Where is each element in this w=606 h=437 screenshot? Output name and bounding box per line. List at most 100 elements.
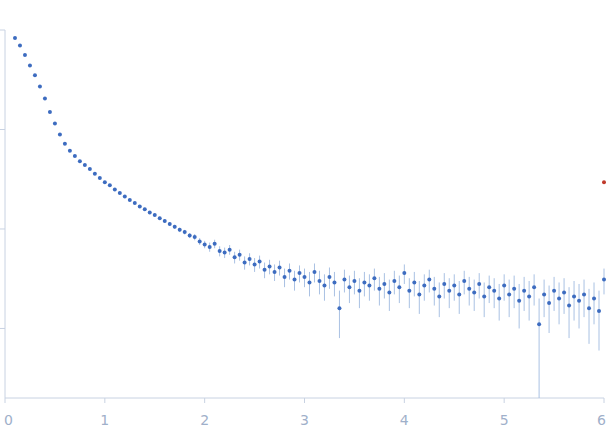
point <box>153 213 157 217</box>
point <box>53 121 57 125</box>
point <box>223 251 227 255</box>
x-tick-label: 5 <box>500 412 509 428</box>
point <box>278 265 282 269</box>
point <box>567 304 571 308</box>
point <box>128 198 132 202</box>
point <box>312 270 316 274</box>
point <box>48 110 52 114</box>
y-tick <box>0 129 5 130</box>
point <box>68 149 72 153</box>
error-bar <box>349 276 350 303</box>
point <box>487 285 491 289</box>
point <box>163 219 167 223</box>
point <box>517 299 521 303</box>
point <box>602 180 606 184</box>
point <box>432 287 436 291</box>
point <box>582 292 586 296</box>
error-bar <box>474 280 475 311</box>
error-bar <box>584 280 585 318</box>
point <box>218 249 222 253</box>
point <box>362 280 366 284</box>
error-bar <box>499 284 500 321</box>
error-bar <box>489 276 490 303</box>
error-bar <box>594 282 595 324</box>
error-bar <box>569 287 570 338</box>
point <box>98 176 102 180</box>
y-tick <box>0 328 5 329</box>
point <box>178 228 182 232</box>
x-tick-label: 1 <box>100 412 109 428</box>
point <box>113 187 117 191</box>
point <box>452 284 456 288</box>
error-bar <box>514 276 515 309</box>
point <box>422 284 426 288</box>
point <box>387 290 391 294</box>
point <box>298 271 302 275</box>
point <box>357 289 361 293</box>
point <box>477 282 481 286</box>
error-bar <box>554 277 555 311</box>
point <box>372 276 376 280</box>
point <box>327 275 331 279</box>
error-bar <box>559 282 560 324</box>
error-bars <box>15 38 604 398</box>
point <box>557 297 561 301</box>
point <box>213 242 217 246</box>
point <box>118 191 122 195</box>
x-tick <box>604 398 605 403</box>
error-bar <box>549 286 550 333</box>
point <box>527 294 531 298</box>
point <box>183 230 187 234</box>
point <box>103 180 107 184</box>
point <box>13 36 17 40</box>
point <box>332 280 336 284</box>
point <box>367 284 371 288</box>
x-tick-label: 0 <box>4 412 13 428</box>
point <box>303 275 307 279</box>
error-bar <box>469 277 470 306</box>
error-bar <box>494 278 495 308</box>
point <box>123 195 127 199</box>
point <box>38 85 42 89</box>
point <box>407 289 411 293</box>
point <box>273 270 277 274</box>
x-tick <box>104 398 105 403</box>
error-bar <box>399 276 400 303</box>
point <box>472 290 476 294</box>
point <box>243 261 247 265</box>
point <box>497 297 501 301</box>
points <box>13 36 606 326</box>
point <box>293 278 297 282</box>
point <box>522 289 526 293</box>
error-bar <box>534 274 535 305</box>
point <box>248 257 252 261</box>
point <box>233 255 237 259</box>
point <box>58 133 62 137</box>
point <box>78 159 82 163</box>
point <box>377 287 381 291</box>
error-bar <box>484 282 485 317</box>
x-tick-label: 2 <box>200 412 209 428</box>
point <box>18 43 22 47</box>
x-tick-label: 4 <box>400 412 409 428</box>
point <box>442 282 446 286</box>
point <box>597 309 601 313</box>
point <box>397 285 401 289</box>
y-tick <box>0 228 5 229</box>
point <box>23 53 27 57</box>
point <box>427 278 431 282</box>
point <box>402 271 406 275</box>
x-tick <box>404 398 405 403</box>
x-tick <box>204 398 205 403</box>
point <box>532 285 536 289</box>
point <box>203 242 207 246</box>
point <box>467 287 471 291</box>
point <box>33 73 37 77</box>
error-bar <box>339 291 340 338</box>
point <box>462 279 466 283</box>
point <box>198 239 202 243</box>
point <box>168 222 172 226</box>
point <box>572 294 576 298</box>
error-bar <box>524 277 525 311</box>
point <box>412 280 416 284</box>
